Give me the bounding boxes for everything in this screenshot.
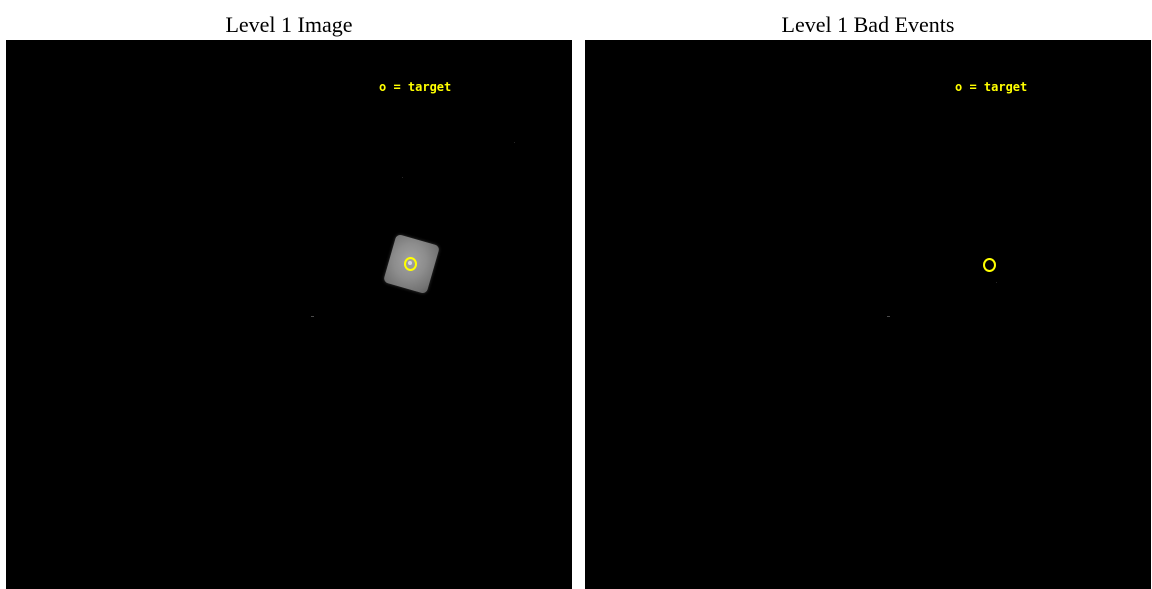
noise-speck — [311, 316, 314, 317]
target-circle-icon — [983, 258, 996, 272]
noise-speck — [887, 316, 890, 317]
panel-title-level1-bad-events: Level 1 Bad Events — [781, 12, 955, 37]
noise-speck — [514, 142, 515, 143]
noise-speck — [996, 282, 997, 283]
panel-title-level1-image: Level 1 Image — [225, 12, 353, 37]
target-legend: o = target — [379, 80, 452, 94]
target-legend: o = target — [955, 80, 1028, 94]
noise-speck — [402, 177, 403, 178]
level1-image-panel: o = target — [6, 40, 572, 589]
target-circle-icon — [404, 257, 417, 271]
level1-bad-events-panel: o = target — [585, 40, 1151, 589]
